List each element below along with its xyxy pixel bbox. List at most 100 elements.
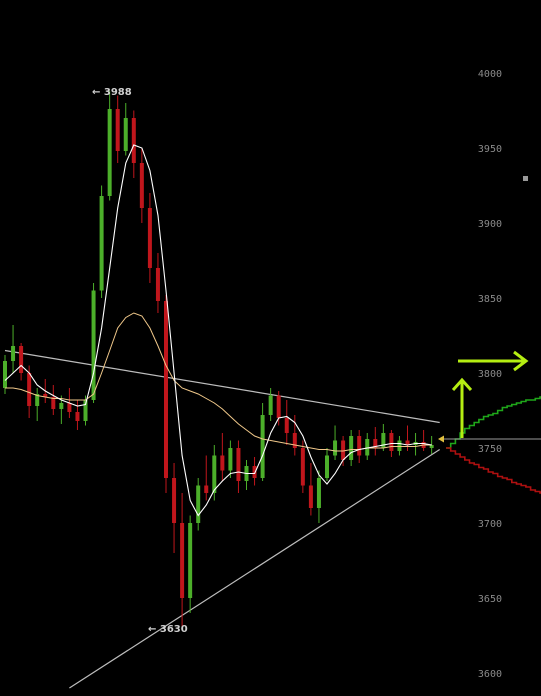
candle-body xyxy=(99,196,104,291)
candle-body xyxy=(51,397,56,409)
candle-body xyxy=(131,118,136,163)
candle-body xyxy=(139,163,144,208)
candle-41 xyxy=(333,425,338,460)
candle-body xyxy=(341,440,346,460)
candle-body xyxy=(365,439,370,456)
candle-body xyxy=(252,466,257,478)
ask-depth-line xyxy=(446,447,541,494)
candle-body xyxy=(292,433,297,448)
candle-body xyxy=(397,440,402,451)
candle-body xyxy=(381,433,386,448)
candle-9 xyxy=(75,400,80,430)
candle-body xyxy=(357,436,362,456)
candle-body xyxy=(333,440,338,456)
last-price-marker xyxy=(438,435,444,443)
candle-38 xyxy=(308,463,313,516)
candle-body xyxy=(325,455,329,478)
trendlines xyxy=(4,349,441,689)
candle-body xyxy=(107,109,112,196)
right-arrow-head xyxy=(513,350,529,372)
ma-fast-line xyxy=(4,144,432,517)
y-tick-label: 4000 xyxy=(478,69,502,80)
y-tick-label: 3850 xyxy=(478,294,502,305)
bid-depth-line xyxy=(446,396,541,449)
candle-47 xyxy=(381,424,386,451)
candle-body xyxy=(180,523,185,598)
y-tick-label: 3750 xyxy=(478,444,502,455)
candle-body xyxy=(115,109,120,151)
candle-body xyxy=(349,436,354,460)
candle-24 xyxy=(196,478,201,531)
candle-49 xyxy=(397,436,402,456)
candle-body xyxy=(268,395,273,415)
candle-46 xyxy=(373,427,378,456)
price-callout: ← 3988 xyxy=(92,87,132,98)
candle-body xyxy=(260,415,265,478)
trendline-0 xyxy=(4,349,440,424)
candles xyxy=(3,91,434,628)
candle-body xyxy=(11,346,16,361)
candle-body xyxy=(83,400,88,421)
candle-body xyxy=(276,395,281,418)
candle-45 xyxy=(365,433,370,460)
candle-44 xyxy=(357,430,362,463)
candle-body xyxy=(123,118,128,151)
candle-20 xyxy=(164,295,168,493)
candle-18 xyxy=(147,193,152,283)
price-callout: ← 3630 xyxy=(148,624,188,635)
candle-body xyxy=(429,445,434,448)
candle-6 xyxy=(51,385,56,415)
candle-19 xyxy=(155,253,160,313)
candle-33 xyxy=(268,388,273,421)
candle-body xyxy=(373,439,378,448)
candle-16 xyxy=(131,110,136,178)
candle-2 xyxy=(19,343,24,381)
candle-body xyxy=(284,418,289,433)
candle-body xyxy=(147,208,152,268)
candle-body xyxy=(236,448,241,481)
candle-34 xyxy=(276,391,281,426)
candle-30 xyxy=(244,460,249,490)
candle-body xyxy=(75,412,80,421)
candle-23 xyxy=(188,515,193,613)
candle-body xyxy=(389,433,394,451)
candle-36 xyxy=(292,415,297,456)
candle-body xyxy=(3,361,7,388)
candle-body xyxy=(196,485,201,523)
candle-39 xyxy=(316,470,321,523)
candle-15 xyxy=(123,103,128,156)
moving-averages xyxy=(4,144,432,517)
candle-35 xyxy=(284,400,289,445)
candle-3 xyxy=(27,365,32,418)
candle-body xyxy=(155,268,160,301)
candle-body xyxy=(59,403,64,409)
candle-1 xyxy=(11,325,16,373)
candle-body xyxy=(300,448,305,486)
scroll-marker xyxy=(523,176,528,181)
candle-body xyxy=(228,448,233,471)
candle-27 xyxy=(220,433,225,481)
y-axis-ticks: 4000 3950 3900 3850 3800 3750 3700 3650 3600 xyxy=(478,69,502,680)
trendline-1 xyxy=(69,448,441,689)
y-tick-label: 3800 xyxy=(478,369,502,380)
candle-body xyxy=(204,485,209,493)
candle-14 xyxy=(115,95,120,163)
candle-body xyxy=(308,485,313,508)
candle-body xyxy=(220,455,225,471)
y-tick-label: 3900 xyxy=(478,219,502,230)
candle-37 xyxy=(300,440,305,493)
candle-body xyxy=(188,523,193,598)
candle-29 xyxy=(236,440,241,493)
candle-40 xyxy=(325,448,329,481)
candle-body xyxy=(27,373,32,406)
candle-body xyxy=(43,394,48,397)
ma-slow-line xyxy=(5,312,432,452)
candle-body xyxy=(67,403,72,412)
candle-body xyxy=(164,301,168,478)
y-tick-label: 3600 xyxy=(478,669,502,680)
candle-50 xyxy=(405,425,410,451)
candle-4 xyxy=(35,388,40,421)
y-tick-label: 3700 xyxy=(478,519,502,530)
